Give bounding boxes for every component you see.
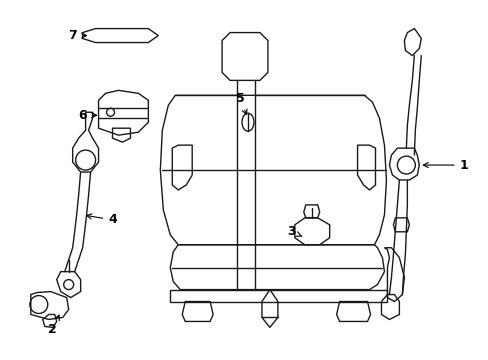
Text: 7: 7 [68,29,86,42]
Text: 1: 1 [423,158,468,172]
Text: 6: 6 [78,109,96,122]
Text: 3: 3 [287,225,301,238]
Text: 4: 4 [86,213,117,226]
Text: 2: 2 [48,315,59,336]
Text: 5: 5 [235,92,246,114]
